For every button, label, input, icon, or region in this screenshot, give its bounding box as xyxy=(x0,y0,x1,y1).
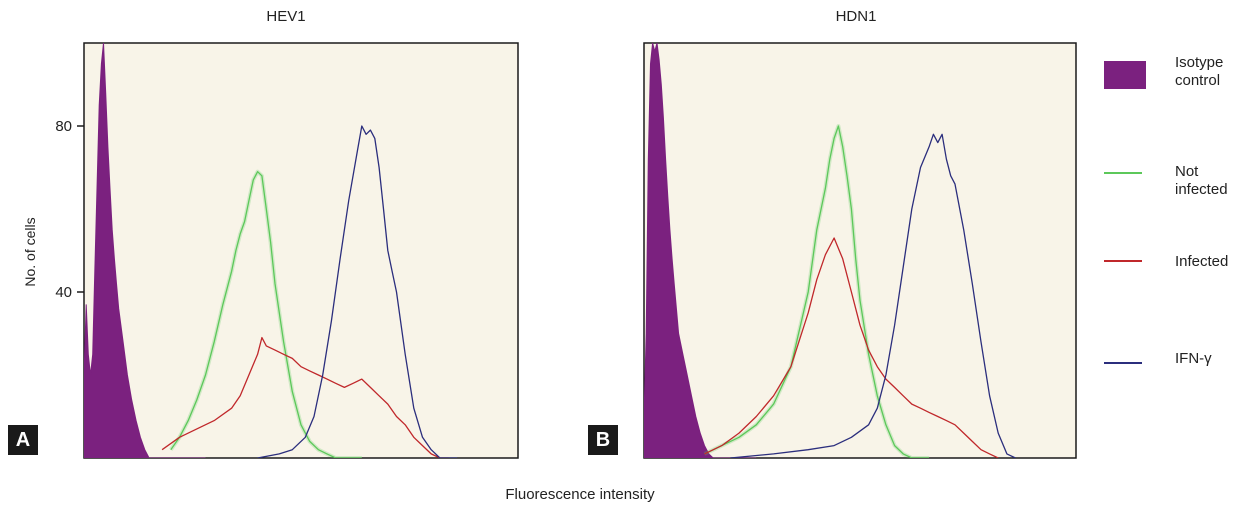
series-infected-b xyxy=(704,237,999,458)
panel-b-badge: B xyxy=(588,425,618,455)
legend-label-not-infected: Not infected xyxy=(1175,163,1228,198)
series-infected-a xyxy=(161,336,449,458)
plot-area-b xyxy=(643,42,1077,459)
series-isotype-control-a xyxy=(84,43,206,458)
legend-label-ifn: IFN-γ xyxy=(1175,350,1212,367)
series-not-infected-b xyxy=(704,125,930,458)
panel-a-badge: A xyxy=(8,425,38,455)
x-axis-label: Fluorescence intensity xyxy=(505,486,655,503)
series-not-infected-a xyxy=(170,171,362,458)
series-isotype-control-b xyxy=(644,43,757,458)
plot-series-b xyxy=(644,43,1016,458)
series-ifn--b xyxy=(730,133,1016,458)
y-axis-label: No. of cells xyxy=(22,217,38,287)
legend-label-infected: Infected xyxy=(1175,253,1229,270)
legend-swatch-isotype-control xyxy=(1104,61,1146,89)
series-ifn--a xyxy=(257,125,458,458)
panel-b-title: HDN1 xyxy=(835,8,877,25)
y-tick-label-80: 80 xyxy=(55,118,72,135)
plot-area-a xyxy=(83,42,519,459)
plot-series-a xyxy=(84,43,458,458)
panel-a-title: HEV1 xyxy=(266,8,306,25)
legend-label-isotype: Isotype control xyxy=(1175,54,1224,89)
y-tick-label-40: 40 xyxy=(55,284,72,301)
